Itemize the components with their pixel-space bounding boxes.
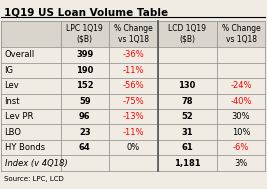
Text: 130: 130 bbox=[178, 81, 196, 90]
Text: 52: 52 bbox=[181, 112, 193, 121]
Text: 190: 190 bbox=[76, 66, 93, 75]
Text: 0%: 0% bbox=[127, 143, 140, 152]
Text: LBO: LBO bbox=[5, 128, 22, 137]
Text: -56%: -56% bbox=[123, 81, 144, 90]
Text: 399: 399 bbox=[76, 50, 93, 59]
Text: 96: 96 bbox=[79, 112, 91, 121]
Text: 30%: 30% bbox=[232, 112, 250, 121]
Text: -11%: -11% bbox=[123, 128, 144, 137]
Text: 23: 23 bbox=[79, 128, 91, 137]
Text: -6%: -6% bbox=[233, 143, 249, 152]
Text: IG: IG bbox=[5, 66, 14, 75]
Text: -24%: -24% bbox=[230, 81, 252, 90]
Text: 1Q19 US Loan Volume Table: 1Q19 US Loan Volume Table bbox=[4, 8, 168, 18]
Text: -11%: -11% bbox=[123, 66, 144, 75]
Text: 1,181: 1,181 bbox=[174, 159, 201, 168]
Text: Inst: Inst bbox=[5, 97, 20, 106]
Text: HY Bonds: HY Bonds bbox=[5, 143, 45, 152]
Text: -40%: -40% bbox=[230, 97, 252, 106]
Text: Lev PR: Lev PR bbox=[5, 112, 33, 121]
Text: Source: LPC, LCD: Source: LPC, LCD bbox=[4, 176, 64, 182]
Text: Lev: Lev bbox=[5, 81, 19, 90]
Text: -13%: -13% bbox=[123, 112, 144, 121]
Text: -36%: -36% bbox=[123, 50, 144, 59]
Text: 3%: 3% bbox=[234, 159, 248, 168]
Text: 31: 31 bbox=[181, 128, 193, 137]
Bar bbox=[1, 21, 265, 47]
Text: Overall: Overall bbox=[5, 50, 35, 59]
Text: LPC 1Q19
($B): LPC 1Q19 ($B) bbox=[66, 24, 103, 44]
Text: -75%: -75% bbox=[123, 97, 144, 106]
Text: % Change
vs 1Q18: % Change vs 1Q18 bbox=[114, 24, 153, 44]
Text: 152: 152 bbox=[76, 81, 94, 90]
Text: 10%: 10% bbox=[232, 128, 250, 137]
Text: 64: 64 bbox=[79, 143, 91, 152]
Text: 59: 59 bbox=[79, 97, 91, 106]
Text: LCD 1Q19
($B): LCD 1Q19 ($B) bbox=[168, 24, 206, 44]
Text: Index (v 4Q18): Index (v 4Q18) bbox=[5, 159, 67, 168]
Text: % Change
vs 1Q18: % Change vs 1Q18 bbox=[222, 24, 260, 44]
Text: 78: 78 bbox=[181, 97, 193, 106]
Text: 61: 61 bbox=[181, 143, 193, 152]
